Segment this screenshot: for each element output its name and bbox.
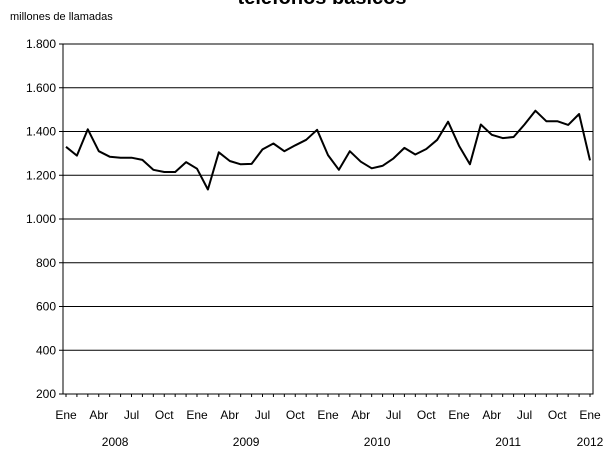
x-tick-label: Ene (55, 408, 77, 422)
year-label: 2011 (495, 435, 521, 449)
x-tick-label: Jul (255, 408, 270, 422)
x-tick-label: Abr (220, 408, 239, 422)
year-label: 2010 (364, 435, 391, 449)
x-tick-label: Abr (89, 408, 108, 422)
x-tick-label: Oct (417, 408, 436, 422)
y-tick-label: 1.800 (26, 37, 56, 51)
x-tick-label: Jul (124, 408, 139, 422)
x-tick-label: Oct (155, 408, 174, 422)
y-axis-unit-label: millones de llamadas (10, 11, 113, 23)
year-label: 2012 (577, 435, 604, 449)
x-tick-label: Jul (386, 408, 401, 422)
y-tick-label: 1.600 (26, 81, 56, 95)
x-tick-label: Abr (482, 408, 501, 422)
chart-title: teléfonos básicos (238, 0, 407, 9)
series-line (65, 109, 591, 191)
year-label: 2009 (233, 435, 260, 449)
x-tick-label: Oct (548, 408, 567, 422)
y-tick-label: 1.400 (26, 125, 56, 139)
y-tick-label: 200 (36, 387, 56, 401)
y-tick-label: 600 (36, 300, 56, 314)
x-tick-label: Ene (579, 408, 601, 422)
gridlines (63, 43, 593, 351)
x-tick-label: Oct (286, 408, 305, 422)
x-tick-label: Jul (517, 408, 532, 422)
y-tick-label: 400 (36, 343, 56, 357)
x-tick-label: Ene (317, 408, 339, 422)
x-tick-label: Ene (186, 408, 208, 422)
x-axis-ticks: Ene Abr Jul Oct Ene Abr Jul Oct Ene Abr Jul Oct Ene A… (55, 394, 601, 422)
y-tick-label: 800 (36, 256, 56, 270)
series-group (65, 109, 591, 191)
x-tick-label: Abr (351, 408, 370, 422)
y-tick-label: 1.200 (26, 168, 56, 182)
y-axis-ticks: 200 400 600 800 1.000 1.200 1.400 1.600 1.800 (26, 37, 63, 401)
y-tick-label: 1.000 (26, 212, 56, 226)
x-tick-label: Ene (448, 408, 470, 422)
plot-area-border (62, 43, 594, 395)
year-label: 2008 (102, 435, 129, 449)
year-labels: 2008 2009 2010 2011 2012 (102, 435, 604, 449)
